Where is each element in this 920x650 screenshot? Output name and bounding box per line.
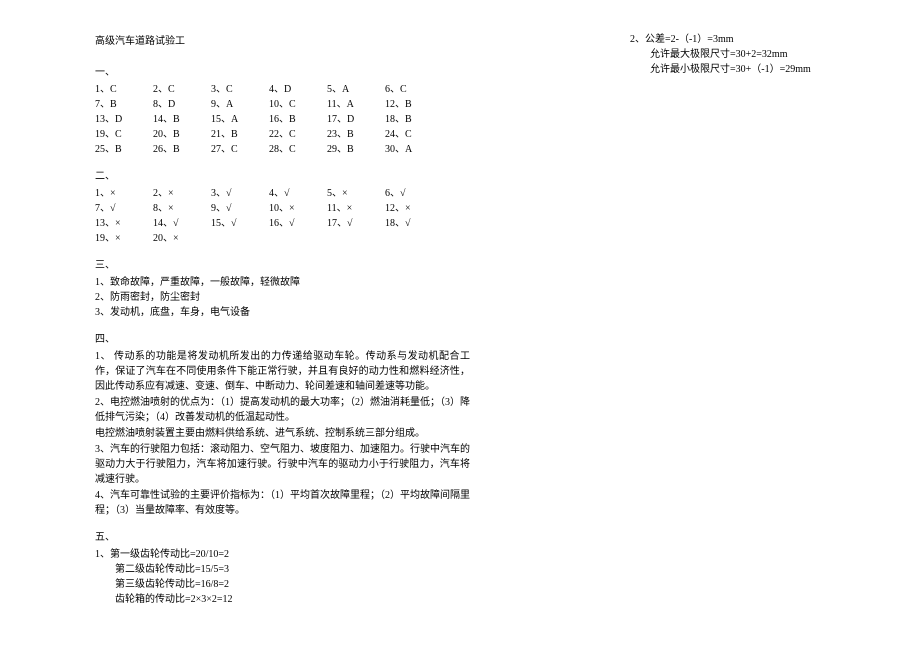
tf-answer: 9、√ — [211, 201, 269, 216]
mc-answer: 28、C — [269, 142, 327, 157]
mc-answer: 5、A — [327, 82, 385, 97]
section-4-label: 四、 — [95, 330, 470, 345]
section-3-label: 三、 — [95, 256, 470, 271]
calc-line: 允许最小极限尺寸=30+（-1）=29mm — [630, 62, 900, 77]
calc-line: 1、第一级齿轮传动比=20/10=2 — [95, 547, 470, 562]
tf-answer: 4、√ — [269, 186, 327, 201]
mc-answer: 16、B — [269, 112, 327, 127]
mc-answer: 22、C — [269, 127, 327, 142]
tf-answer: 7、√ — [95, 201, 153, 216]
true-false-grid: 1、× 2、× 3、√ 4、√ 5、× 6、√ 7、√ 8、× 9、√ 10、×… — [95, 186, 470, 246]
right-column: 2、公差=2-（-1）=3mm 允许最大极限尺寸=30+2=32mm 允许最小极… — [500, 32, 920, 650]
tf-answer: 19、× — [95, 231, 153, 246]
tf-answer: 15、√ — [211, 216, 269, 231]
calc-line: 第三级齿轮传动比=16/8=2 — [95, 577, 470, 592]
essay-answer: 4、汽车可靠性试验的主要评价指标为：（1）平均首次故障里程；（2）平均故障间隔里… — [95, 488, 470, 518]
fill-answer: 3、发动机，底盘，车身，电气设备 — [95, 305, 470, 320]
mc-answer: 18、B — [385, 112, 443, 127]
mc-answer: 29、B — [327, 142, 385, 157]
mc-answer: 14、B — [153, 112, 211, 127]
essay-answer: 1、 传动系的功能是将发动机所发出的力传递给驱动车轮。传动系与发动机配合工作，保… — [95, 349, 470, 394]
mc-answer: 3、C — [211, 82, 269, 97]
section-5-label: 五、 — [95, 528, 470, 543]
mc-answer: 21、B — [211, 127, 269, 142]
tf-answer: 14、√ — [153, 216, 211, 231]
tf-answer: 6、√ — [385, 186, 443, 201]
mc-answer: 12、B — [385, 97, 443, 112]
mc-answer: 19、C — [95, 127, 153, 142]
mc-answer: 17、D — [327, 112, 385, 127]
essay-answer: 2、电控燃油喷射的优点为：（1）提高发动机的最大功率；（2）燃油消耗量低；（3）… — [95, 395, 470, 425]
fill-answer: 1、致命故障，严重故障，一般故障，轻微故障 — [95, 275, 470, 290]
mc-answer: 13、D — [95, 112, 153, 127]
mc-answer: 6、C — [385, 82, 443, 97]
tf-answer: 8、× — [153, 201, 211, 216]
tf-answer: 11、× — [327, 201, 385, 216]
mc-answer: 8、D — [153, 97, 211, 112]
tf-answer: 13、× — [95, 216, 153, 231]
mc-answer: 10、C — [269, 97, 327, 112]
tf-answer: 18、√ — [385, 216, 443, 231]
left-column: 高级汽车道路试验工 一、 1、C 2、C 3、C 4、D 5、A 6、C 7、B… — [0, 32, 500, 650]
document-title: 高级汽车道路试验工 — [95, 32, 470, 47]
mc-answer: 24、C — [385, 127, 443, 142]
mc-answer: 9、A — [211, 97, 269, 112]
calc-line: 齿轮箱的传动比=2×3×2=12 — [95, 592, 470, 607]
mc-answer: 4、D — [269, 82, 327, 97]
tf-answer: 5、× — [327, 186, 385, 201]
mc-answer: 26、B — [153, 142, 211, 157]
mc-answer: 27、C — [211, 142, 269, 157]
tf-answer: 1、× — [95, 186, 153, 201]
mc-answer: 2、C — [153, 82, 211, 97]
mc-answer: 1、C — [95, 82, 153, 97]
mc-answer: 23、B — [327, 127, 385, 142]
tf-answer: 17、√ — [327, 216, 385, 231]
fill-answer: 2、防雨密封，防尘密封 — [95, 290, 470, 305]
calc-line: 2、公差=2-（-1）=3mm — [630, 32, 900, 47]
tf-answer: 16、√ — [269, 216, 327, 231]
tf-answer: 10、× — [269, 201, 327, 216]
section-2-label: 二、 — [95, 167, 470, 182]
tf-answer: 3、√ — [211, 186, 269, 201]
mc-answer: 15、A — [211, 112, 269, 127]
section-1-label: 一、 — [95, 63, 470, 78]
mc-answer: 25、B — [95, 142, 153, 157]
tf-answer: 12、× — [385, 201, 443, 216]
tf-answer: 2、× — [153, 186, 211, 201]
tf-answer: 20、× — [153, 231, 211, 246]
mc-answer: 11、A — [327, 97, 385, 112]
mc-answer: 7、B — [95, 97, 153, 112]
multiple-choice-grid: 1、C 2、C 3、C 4、D 5、A 6、C 7、B 8、D 9、A 10、C… — [95, 82, 470, 157]
calc-line: 允许最大极限尺寸=30+2=32mm — [630, 47, 900, 62]
mc-answer: 30、A — [385, 142, 443, 157]
essay-answer: 电控燃油喷射装置主要由燃料供给系统、进气系统、控制系统三部分组成。 — [95, 426, 470, 441]
mc-answer: 20、B — [153, 127, 211, 142]
calc-line: 第二级齿轮传动比=15/5=3 — [95, 562, 470, 577]
essay-answer: 3、汽车的行驶阻力包括：滚动阻力、空气阻力、坡度阻力、加速阻力。行驶中汽车的驱动… — [95, 442, 470, 487]
